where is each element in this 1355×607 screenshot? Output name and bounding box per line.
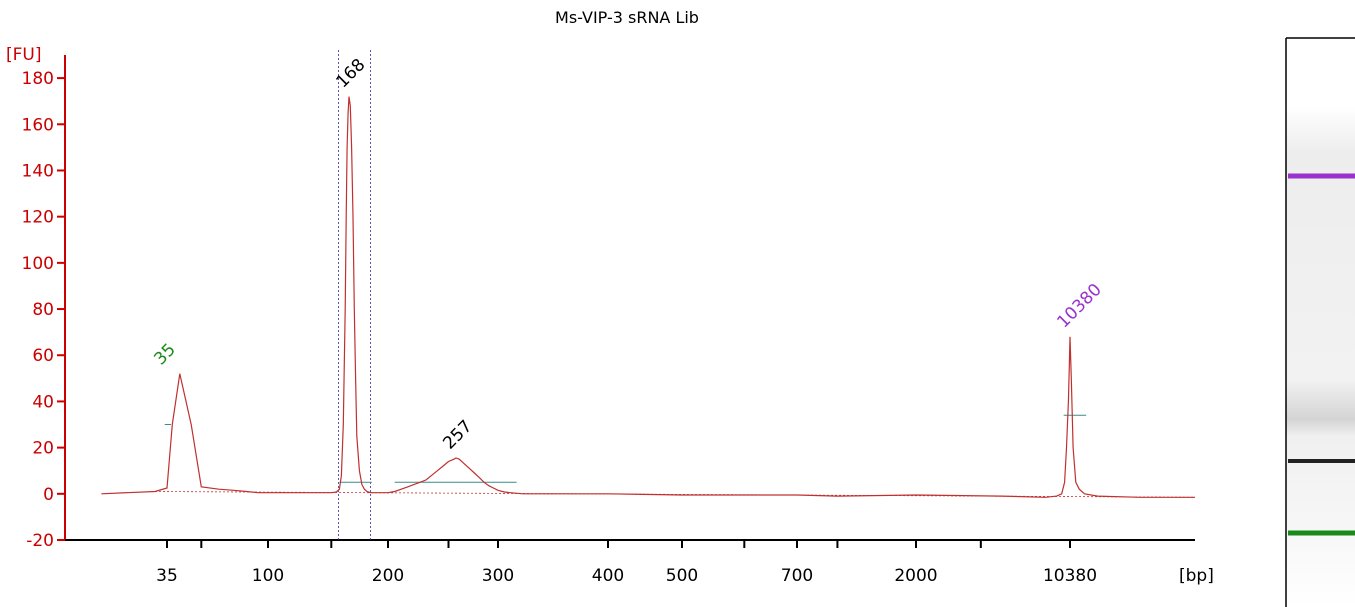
y-tick-label: 60 <box>32 346 54 366</box>
y-tick-label: 160 <box>22 115 54 135</box>
x-axis-label: [bp] <box>1179 566 1214 586</box>
peak-labels: 35 168 257 10380 <box>150 55 1105 454</box>
gel-lane-background <box>1286 38 1355 607</box>
y-tick-label: 80 <box>32 300 54 320</box>
gel-band-upper-marker <box>1288 173 1355 179</box>
peak-label-35: 35 <box>150 340 179 369</box>
x-tick-label: 500 <box>666 566 698 586</box>
y-tick-label: -20 <box>26 531 54 551</box>
x-tick-label: 2000 <box>894 566 937 586</box>
gel-band-lower-marker <box>1288 530 1355 536</box>
gel-band-sample-band <box>1288 459 1355 463</box>
gel-lane <box>1285 37 1355 607</box>
x-tick-label: 10380 <box>1043 566 1097 586</box>
peak-label-168: 168 <box>332 55 369 92</box>
peak-label-10380: 10380 <box>1053 280 1105 332</box>
peak-label-257: 257 <box>439 416 476 453</box>
x-tick-label: 700 <box>781 566 813 586</box>
y-tick-label: 120 <box>22 208 54 228</box>
y-axis-label: [FU] <box>6 45 42 65</box>
x-tick-label: 300 <box>482 566 514 586</box>
series-layer <box>101 96 1195 498</box>
x-tick-label: 100 <box>252 566 284 586</box>
x-tick-label: 400 <box>592 566 624 586</box>
chart-title: Ms-VIP-3 sRNA Lib <box>555 8 699 27</box>
y-tick-label: 140 <box>22 161 54 181</box>
y-tick-label: 20 <box>32 439 54 459</box>
x-tick-label: 35 <box>156 566 178 586</box>
y-axis: -20 0 20 40 60 80 100 120 140 160 180 <box>22 55 66 551</box>
x-axis: 35 100 200 300 400 500 700 2000 10380 <box>65 539 1195 586</box>
y-tick-label: 40 <box>32 392 54 412</box>
series-line <box>101 96 1195 498</box>
peak-baselines <box>155 50 1196 540</box>
y-tick-label: 100 <box>22 254 54 274</box>
y-tick-label: 180 <box>22 69 54 89</box>
y-tick-label: 0 <box>43 485 54 505</box>
x-tick-label: 200 <box>372 566 404 586</box>
